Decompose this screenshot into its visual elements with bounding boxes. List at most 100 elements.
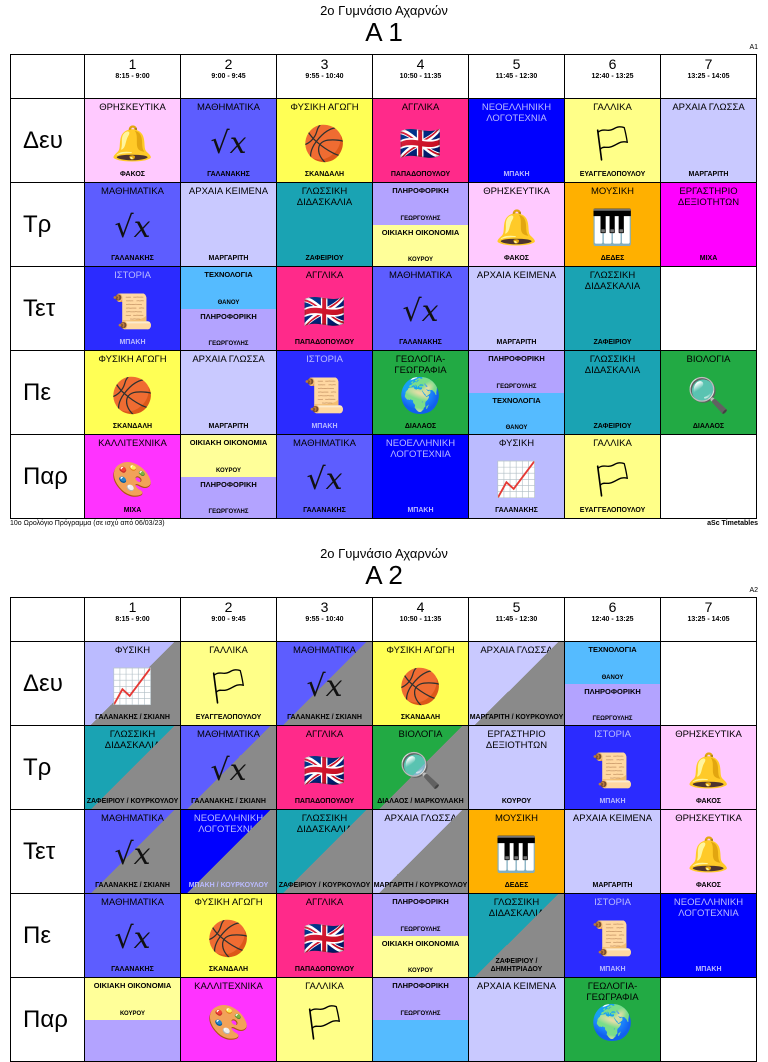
lesson-half[interactable]: ΟΙΚΙΑΚΗ ΟΙΚΟΝΟΜΙΑ ΚΟΥΡΟΥ <box>373 935 468 977</box>
subject-name: ΜΑΘΗΜΑΤΙΚΑ <box>101 186 164 197</box>
lesson-cell[interactable]: ΓΛΩΣΣΙΚΗ ΔΙΔΑΣΚΑΛΙΑ ΖΑΦΕΙΡΙΟΥ <box>564 266 661 351</box>
lesson-cell[interactable]: ΑΓΓΛΙΚΑ 🇬🇧 ΠΑΠΑΔΟΠΟΥΛΟΥ <box>276 266 373 351</box>
lesson-cell[interactable]: ΜΑΘΗΜΑΤΙΚΑ √𝑥 ΓΑΛΑΝΑΚΗΣ <box>84 893 181 978</box>
lesson-cell[interactable]: ΝΕΟΕΛΛΗΝΙΚΗ ΛΟΓΟΤΕΧΝΙΑ ΜΠΑΚΗ <box>372 434 469 519</box>
lesson-cell[interactable]: ΟΙΚΙΑΚΗ ΟΙΚΟΝΟΜΙΑ ΚΟΥΡΟΥ ΠΛΗΡΟΦΟΡΙΚΗ ΓΕΩΡΓΟ… <box>180 434 277 519</box>
lesson-cell[interactable]: ΜΑΘΗΜΑΤΙΚΑ √𝑥 ΓΑΛΑΝΑΚΗΣ <box>276 434 373 519</box>
lesson-cell[interactable]: ΓΑΛΛΙΚΑ 🏳 ΕΥΑΓΓΕΛΟΠΟΥΛΟΥ <box>564 434 661 519</box>
lesson-cell[interactable]: ΙΣΤΟΡΙΑ 📜 ΜΠΑΚΗ <box>84 266 181 351</box>
lesson-cell[interactable]: ΜΟΥΣΙΚΗ 🎹 ΔΕΔΕΣ <box>564 182 661 267</box>
lesson-cell[interactable]: ΜΑΘΗΜΑΤΙΚΑ √𝑥 ΓΑΛΑΝΑΚΗΣ <box>372 266 469 351</box>
lesson-cell[interactable]: ΑΡΧΑΙΑ ΚΕΙΜΕΝΑ ΜΑΡΓΑΡΙΤΗ <box>564 809 661 894</box>
lesson-cell[interactable]: ΜΑΘΗΜΑΤΙΚΑ √𝑥 ΓΑΛΑΝΑΚΗΣ <box>180 98 277 183</box>
lesson-cell[interactable]: ΓΑΛΛΙΚΑ 🏳 ΕΥΑΓΓΕΛΟΠΟΥΛΟΥ <box>564 98 661 183</box>
period-header: 2 9:00 - 9:45 <box>180 54 277 99</box>
period-time: 9:00 - 9:45 <box>211 616 246 623</box>
lesson-half[interactable]: ΠΛΗΡΟΦΟΡΙΚΗ ΓΕΩΡΓΟΥΛΗΣ <box>373 978 468 1021</box>
lesson-cell[interactable]: ΑΓΓΛΙΚΑ 🇬🇧 ΠΑΠΑΔΟΠΟΥΛΟΥ <box>276 725 373 810</box>
lesson-half[interactable]: ΠΛΗΡΟΦΟΡΙΚΗ ΓΕΩΡΓΟΥΛΗΣ <box>181 476 276 518</box>
teacher-name: ΠΑΠΑΔΟΠΟΥΛΟΥ <box>294 966 355 973</box>
lesson-cell[interactable]: ΙΣΤΟΡΙΑ 📜 ΜΠΑΚΗ <box>276 350 373 435</box>
lesson-cell[interactable]: ΝΕΟΕΛΛΗΝΙΚΗ ΛΟΓΟΤΕΧΝΙΑ ΜΠΑΚΗ <box>660 893 757 978</box>
lesson-half[interactable]: ΤΕΧΝΟΛΟΓΙΑ ΘΑΝΟΥ <box>181 267 276 310</box>
lesson-cell[interactable]: ΦΥΣΙΚΗ ΑΓΩΓΗ 🏀 ΣΚΑΝΔΑΛΗ <box>276 98 373 183</box>
lesson-cell[interactable]: ΓΕΩΛΟΓΙΑ-ΓΕΩΓΡΑΦΙΑ 🌍 <box>564 977 661 1062</box>
period-time: 10:50 - 11:35 <box>399 73 442 80</box>
lesson-half[interactable]: ΠΛΗΡΟΦΟΡΙΚΗ ΓΕΩΡΓΟΥΛΗΣ <box>565 683 660 725</box>
subject-name: ΜΑΘΗΜΑΤΙΚΑ <box>197 102 260 113</box>
lesson-cell[interactable]: ΜΑΘΗΜΑΤΙΚΑ √𝑥 ΓΑΛΑΝΑΚΗΣ <box>84 182 181 267</box>
shared-lesson-stripe <box>85 810 180 893</box>
lesson-cell[interactable]: ΚΑΛΛΙΤΕΧΝΙΚΑ 🎨 ΜΙΧΑ <box>84 434 181 519</box>
lesson-half[interactable]: ΠΛΗΡΟΦΟΡΙΚΗ ΓΕΩΡΓΟΥΛΗΣ <box>181 308 276 350</box>
lesson-cell[interactable]: ΑΓΓΛΙΚΑ 🇬🇧 ΠΑΠΑΔΟΠΟΥΛΟΥ <box>372 98 469 183</box>
teacher-name: ΜΠΑΚΗ <box>599 798 626 805</box>
lesson-half[interactable]: ΟΙΚΙΑΚΗ ΟΙΚΟΝΟΜΙΑ ΚΟΥΡΟΥ <box>181 435 276 478</box>
lesson-half[interactable] <box>85 1019 180 1061</box>
lesson-block: ΓΛΩΣΣΙΚΗ ΔΙΔΑΣΚΑΛΙΑ ΖΑΦΕΙΡΙΟΥ <box>565 351 660 434</box>
lesson-cell[interactable]: ΓΛΩΣΣΙΚΗ ΔΙΔΑΣΚΑΛΙΑ ΖΑΦΕΙΡΙΟΥ <box>564 350 661 435</box>
lesson-cell[interactable]: ΠΛΗΡΟΦΟΡΙΚΗ ΓΕΩΡΓΟΥΛΗΣ ΤΕΧΝΟΛΟΓΙΑ ΘΑΝΟΥ <box>468 350 565 435</box>
lesson-cell[interactable]: ΦΥΣΙΚΗ ΑΓΩΓΗ 🏀 ΣΚΑΝΔΑΛΗ <box>84 350 181 435</box>
lesson-cell[interactable]: ΘΡΗΣΚΕΥΤΙΚΑ 🔔 ΦΑΚΟΣ <box>660 725 757 810</box>
lesson-half[interactable]: ΤΕΧΝΟΛΟΓΙΑ ΘΑΝΟΥ <box>469 392 564 434</box>
lesson-cell[interactable]: ΘΡΗΣΚΕΥΤΙΚΑ 🔔 ΦΑΚΟΣ <box>660 809 757 894</box>
lesson-half[interactable]: ΠΛΗΡΟΦΟΡΙΚΗ ΓΕΩΡΓΟΥΛΗΣ <box>373 183 468 226</box>
lesson-half[interactable]: ΤΕΧΝΟΛΟΓΙΑ ΘΑΝΟΥ <box>565 642 660 685</box>
subject-name: ΚΑΛΛΙΤΕΧΝΙΚΑ <box>98 438 167 449</box>
lesson-cell[interactable]: ΤΕΧΝΟΛΟΓΙΑ ΘΑΝΟΥ ΠΛΗΡΟΦΟΡΙΚΗ ΓΕΩΡΓΟΥΛΗΣ <box>564 641 661 726</box>
lesson-cell[interactable]: ΤΕΧΝΟΛΟΓΙΑ ΘΑΝΟΥ ΠΛΗΡΟΦΟΡΙΚΗ ΓΕΩΡΓΟΥΛΗΣ <box>180 266 277 351</box>
lesson-cell[interactable]: ΑΡΧΑΙΑ ΓΛΩΣΣΑ ΜΑΡΓΑΡΙΤΗ <box>660 98 757 183</box>
lesson-half[interactable]: ΟΙΚΙΑΚΗ ΟΙΚΟΝΟΜΙΑ ΚΟΥΡΟΥ <box>373 224 468 266</box>
teacher-name: ΣΚΑΝΔΑΛΗ <box>112 423 153 430</box>
lesson-cell[interactable]: ΓΑΛΛΙΚΑ 🏳 ΕΥΑΓΓΕΛΟΠΟΥΛΟΥ <box>180 641 277 726</box>
teacher-name: ΜΑΡΓΑΡΙΤΗ <box>208 255 249 262</box>
lesson-cell[interactable]: ΑΓΓΛΙΚΑ 🇬🇧 ΠΑΠΑΔΟΠΟΥΛΟΥ <box>276 893 373 978</box>
lesson-cell[interactable]: ΝΕΟΕΛΛΗΝΙΚΗ ΛΟΓΟΤΕΧΝΙΑ ΜΠΑΚΗ <box>468 98 565 183</box>
lesson-cell[interactable]: ΟΙΚΙΑΚΗ ΟΙΚΟΝΟΜΙΑ ΚΟΥΡΟΥ <box>84 977 181 1062</box>
lesson-cell[interactable]: ΙΣΤΟΡΙΑ 📜 ΜΠΑΚΗ <box>564 725 661 810</box>
lesson-half[interactable]: ΠΛΗΡΟΦΟΡΙΚΗ ΓΕΩΡΓΟΥΛΗΣ <box>469 351 564 394</box>
lesson-cell[interactable]: ΑΡΧΑΙΑ ΓΛΩΣΣΑ ΜΑΡΓΑΡΙΤΗ <box>180 350 277 435</box>
fr-flag-icon: 🏳 <box>302 1003 347 1042</box>
lesson-cell[interactable]: ΓΕΩΛΟΓΙΑ-ΓΕΩΓΡΑΦΙΑ 🌍 ΔΙΑΛΑΟΣ <box>372 350 469 435</box>
lesson-cell[interactable]: ΓΛΩΣΣΙΚΗ ΔΙΔΑΣΚΑΛΙΑ ΖΑΦΕΙΡΙΟΥ <box>276 182 373 267</box>
lesson-cell[interactable]: ΙΣΤΟΡΙΑ 📜 ΜΠΑΚΗ <box>564 893 661 978</box>
subject-name: ΕΡΓΑΣΤΗΡΙΟ ΔΕΞΙΟΤΗΤΩΝ <box>485 729 548 751</box>
lesson-half[interactable] <box>373 1019 468 1061</box>
lesson-cell[interactable]: ΚΑΛΛΙΤΕΧΝΙΚΑ 🎨 <box>180 977 277 1062</box>
lesson-cell[interactable]: ΜΟΥΣΙΚΗ 🎹 ΔΕΔΕΣ <box>468 809 565 894</box>
lesson-cell[interactable]: ΠΛΗΡΟΦΟΡΙΚΗ ΓΕΩΡΓΟΥΛΗΣ <box>372 977 469 1062</box>
lesson-cell[interactable]: ΠΛΗΡΟΦΟΡΙΚΗ ΓΕΩΡΓΟΥΛΗΣ ΟΙΚΙΑΚΗ ΟΙΚΟΝΟΜΙΑ ΚΟ… <box>372 893 469 978</box>
lesson-cell[interactable]: ΕΡΓΑΣΤΗΡΙΟ ΔΕΞΙΟΤΗΤΩΝ ΜΙΧΑ <box>660 182 757 267</box>
lesson-cell[interactable]: ΑΡΧΑΙΑ ΚΕΙΜΕΝΑ ΜΑΡΓΑΡΙΤΗ <box>180 182 277 267</box>
lesson-cell[interactable]: ΘΡΗΣΚΕΥΤΙΚΑ 🔔 ΦΑΚΟΣ <box>468 182 565 267</box>
lesson-half[interactable]: ΟΙΚΙΑΚΗ ΟΙΚΟΝΟΜΙΑ ΚΟΥΡΟΥ <box>85 978 180 1021</box>
lesson-cell[interactable]: ΦΥΣΙΚΗ 📈 ΓΑΛΑΝΑΚΗΣ <box>468 434 565 519</box>
lesson-cell[interactable]: ΦΥΣΙΚΗ ΑΓΩΓΗ 🏀 ΣΚΑΝΔΑΛΗ <box>372 641 469 726</box>
lesson-half[interactable]: ΠΛΗΡΟΦΟΡΙΚΗ ΓΕΩΡΓΟΥΛΗΣ <box>373 894 468 937</box>
lesson-cell[interactable]: ΑΡΧΑΙΑ ΚΕΙΜΕΝΑ <box>468 977 565 1062</box>
lesson-cell[interactable]: ΒΙΟΛΟΓΙΑ 🔍 ΔΙΑΛΑΟΣ <box>660 350 757 435</box>
subject-name: ΑΓΓΛΙΚΑ <box>305 270 344 281</box>
lesson-cell[interactable]: ΦΥΣΙΚΗ ΑΓΩΓΗ 🏀 ΣΚΑΝΔΑΛΗ <box>180 893 277 978</box>
lesson-cell[interactable]: ΓΑΛΛΙΚΑ 🏳 <box>276 977 373 1062</box>
period-header: 6 12:40 - 13:25 <box>564 597 661 642</box>
lesson-cell[interactable]: ΦΥΣΙΚΗ📈ΓΑΛΑΝΑΚΗΣ / ΣΚΙΑΝΗ <box>84 641 181 726</box>
lesson-block: ΦΥΣΙΚΗ ΑΓΩΓΗ 🏀 ΣΚΑΝΔΑΛΗ <box>85 351 180 434</box>
lesson-cell[interactable]: ΒΙΟΛΟΓΙΑ🔍ΔΙΑΛΑΟΣ / ΜΑΡΚΟΥΛΑΚΗ <box>372 725 469 810</box>
lesson-cell[interactable]: ΠΛΗΡΟΦΟΡΙΚΗ ΓΕΩΡΓΟΥΛΗΣ ΟΙΚΙΑΚΗ ΟΙΚΟΝΟΜΙΑ ΚΟ… <box>372 182 469 267</box>
lesson-cell[interactable]: ΕΡΓΑΣΤΗΡΙΟ ΔΕΞΙΟΤΗΤΩΝ ΚΟΥΡΟΥ <box>468 725 565 810</box>
lesson-cell[interactable]: ΘΡΗΣΚΕΥΤΙΚΑ 🔔 ΦΑΚΟΣ <box>84 98 181 183</box>
lesson-cell[interactable]: ΑΡΧΑΙΑ ΚΕΙΜΕΝΑ ΜΑΡΓΑΡΙΤΗ <box>468 266 565 351</box>
